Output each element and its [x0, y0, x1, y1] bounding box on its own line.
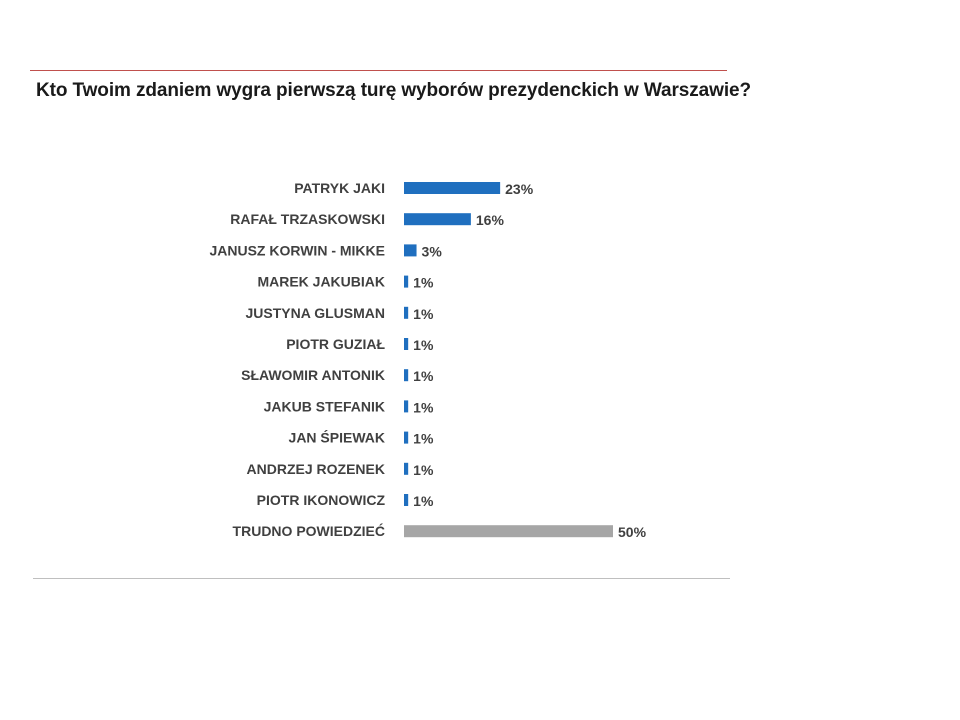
- bar: [404, 213, 471, 226]
- bottom-rule: [33, 578, 730, 579]
- value-label: 23%: [505, 181, 534, 197]
- category-label: JAN ŚPIEWAK: [289, 429, 385, 446]
- value-label: 16%: [476, 212, 505, 228]
- bar: [404, 431, 409, 444]
- bar: [404, 338, 409, 350]
- bar: [404, 244, 417, 257]
- category-label: RAFAŁ TRZASKOWSKI: [230, 211, 385, 227]
- category-label: TRUDNO POWIEDZIEĆ: [233, 522, 385, 539]
- bar: [404, 369, 409, 382]
- bar: [404, 400, 409, 413]
- bar: [404, 525, 613, 538]
- bar: [404, 462, 409, 475]
- value-label: 1%: [413, 431, 434, 447]
- category-label: JAKUB STEFANIK: [264, 398, 385, 414]
- category-label: MAREK JAKUBIAK: [257, 274, 385, 290]
- value-label: 1%: [413, 462, 434, 478]
- bar: [404, 306, 409, 319]
- bar: [404, 494, 409, 506]
- category-label: ANDRZEJ ROZENEK: [247, 461, 385, 477]
- value-label: 50%: [618, 524, 647, 540]
- bar: [404, 275, 409, 288]
- value-label: 1%: [413, 306, 434, 322]
- chart-title: Kto Twoim zdaniem wygra pierwszą turę wy…: [36, 80, 751, 101]
- bar: [404, 182, 501, 194]
- category-label: PIOTR IKONOWICZ: [257, 492, 386, 508]
- value-label: 1%: [413, 275, 434, 291]
- value-label: 1%: [413, 337, 434, 353]
- value-label: 1%: [413, 368, 434, 384]
- category-label: PIOTR GUZIAŁ: [286, 336, 385, 352]
- top-rule: [30, 70, 727, 71]
- category-label: PATRYK JAKI: [294, 180, 385, 196]
- category-label: SŁAWOMIR ANTONIK: [241, 367, 385, 383]
- value-label: 1%: [413, 493, 434, 509]
- value-label: 1%: [413, 399, 434, 415]
- value-label: 3%: [422, 243, 443, 259]
- category-label: JUSTYNA GLUSMAN: [246, 305, 386, 321]
- category-label: JANUSZ KORWIN - MIKKE: [209, 242, 385, 258]
